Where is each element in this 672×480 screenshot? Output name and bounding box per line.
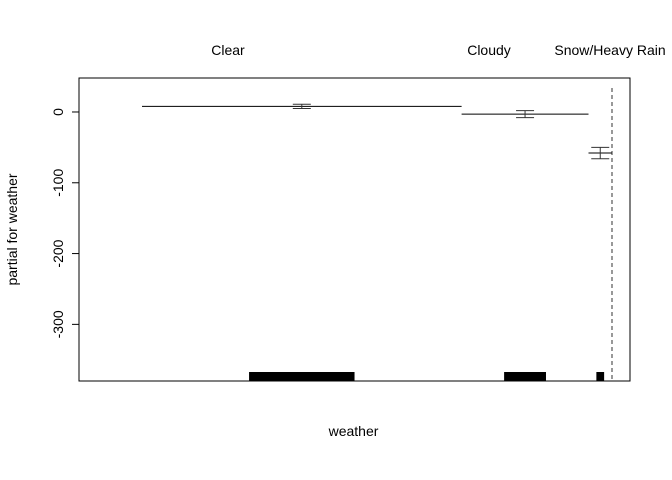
y-tick-label: -300 — [50, 310, 66, 338]
category-labels: Clear Cloudy Snow/Heavy Rain — [211, 42, 665, 58]
rug-bars — [249, 372, 605, 381]
rug-bar-cloudy — [504, 372, 546, 381]
y-tick-label: -200 — [50, 239, 66, 267]
plot-frame — [78, 77, 631, 382]
category-label-clear: Clear — [211, 42, 245, 58]
y-tick-label: 0 — [50, 108, 66, 116]
y-axis: 0 -100 -200 -300 — [50, 108, 79, 338]
plot-area — [78, 77, 631, 382]
category-label-snow-heavy-rain: Snow/Heavy Rain — [554, 42, 665, 58]
rug-bar-snow-heavy-rain — [596, 372, 605, 381]
x-axis-label: weather — [328, 423, 379, 439]
category-marks — [142, 103, 612, 160]
category-label-cloudy: Cloudy — [467, 42, 511, 58]
rug-bar-clear — [249, 372, 355, 381]
y-axis-label: partial for weather — [4, 173, 20, 285]
y-tick-label: -100 — [50, 169, 66, 197]
